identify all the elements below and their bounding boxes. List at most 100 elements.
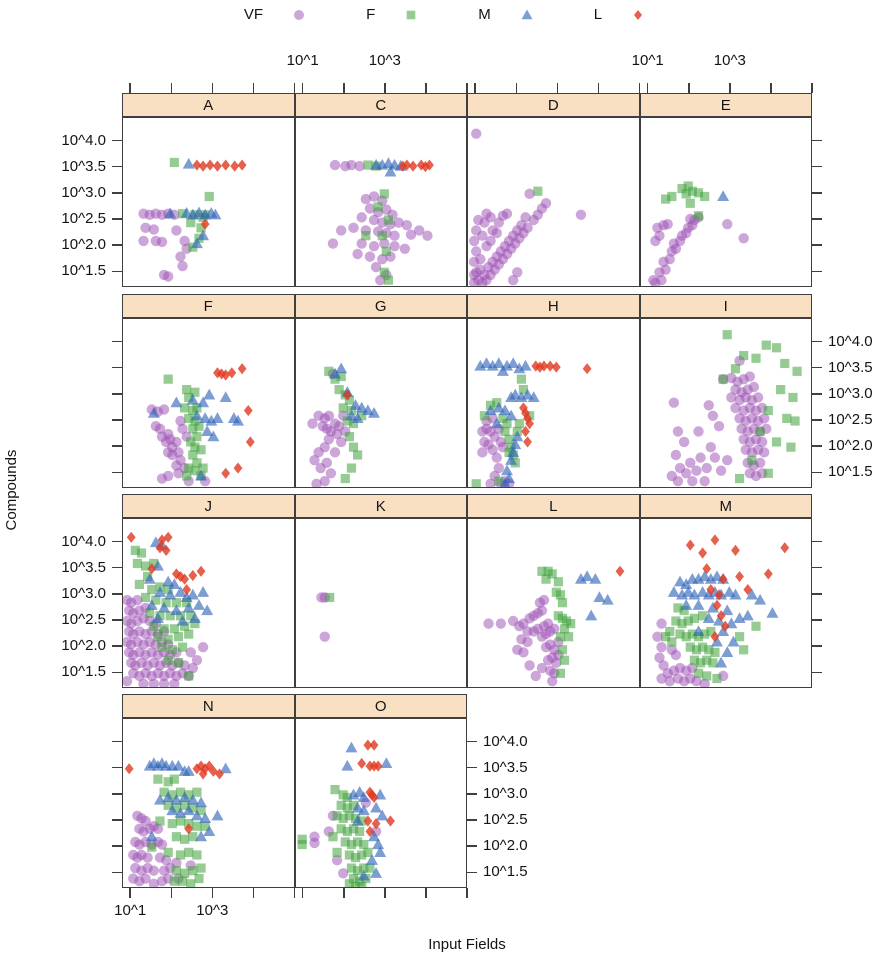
data-point-L [192, 159, 202, 171]
data-point-VF [148, 878, 160, 887]
panel-L-canvas [483, 565, 625, 687]
data-point-F [358, 839, 368, 850]
data-point-F [555, 668, 566, 678]
data-point-L [734, 570, 744, 583]
data-point-F [184, 790, 194, 800]
data-point-L [369, 791, 378, 804]
axis-tick [812, 593, 822, 595]
data-point-F [190, 619, 200, 629]
panel-K [294, 518, 467, 688]
data-point-VF [684, 213, 695, 225]
data-point-VF [329, 447, 340, 458]
data-point-L [198, 160, 208, 172]
data-point-VF [191, 655, 203, 666]
data-point-F [190, 416, 200, 426]
data-point-L [551, 361, 561, 373]
data-point-F [186, 879, 196, 887]
data-point-F [683, 616, 693, 626]
axis-tick [252, 83, 255, 93]
data-point-M [716, 625, 729, 637]
legend-label: M [478, 6, 491, 23]
data-point-F [192, 458, 202, 468]
y-axis-tick-label: 10^1.5 [61, 262, 106, 280]
data-point-F [336, 800, 346, 810]
data-point-VF [421, 230, 433, 241]
data-point-VF [546, 675, 558, 687]
data-point-VF [378, 238, 390, 249]
panel-O-canvas [297, 739, 395, 887]
data-point-F [564, 632, 574, 642]
data-point-F [350, 813, 360, 823]
circle-glyph [294, 9, 305, 20]
data-point-M [147, 406, 160, 418]
data-point-VF [399, 243, 410, 254]
data-point-F [153, 632, 163, 642]
data-point-M [207, 430, 220, 442]
data-point-M [369, 158, 382, 170]
legend: VF F M L [0, 6, 891, 23]
data-point-F [685, 198, 695, 208]
axis-tick [112, 445, 122, 447]
data-point-VF [647, 274, 659, 286]
data-point-VF [487, 444, 498, 455]
data-point-F [194, 873, 204, 884]
data-point-VF [323, 410, 334, 421]
data-point-M [505, 409, 518, 421]
y-axis-tick-label: 10^1.5 [483, 863, 528, 881]
data-point-L [779, 542, 789, 554]
data-point-M [211, 809, 224, 821]
data-point-L [742, 584, 752, 596]
data-point-M [186, 393, 199, 405]
data-point-VF [479, 269, 490, 281]
data-point-F [192, 432, 202, 442]
data-point-M [519, 359, 532, 371]
data-point-VF [325, 468, 336, 479]
data-point-F [791, 366, 802, 376]
data-point-VF [698, 678, 710, 687]
data-point-VF [331, 428, 342, 440]
data-point-VF [664, 675, 675, 687]
series-F [147, 774, 210, 887]
data-point-F [169, 157, 179, 168]
data-point-F [200, 821, 210, 831]
data-point-VF [356, 238, 367, 249]
panel-F-canvas [146, 363, 255, 487]
panel-A-canvas [138, 157, 247, 282]
data-point-VF [680, 468, 691, 479]
data-point-VF [655, 618, 667, 629]
data-point-L [519, 402, 528, 414]
series-L [342, 389, 352, 401]
data-point-VF [655, 673, 667, 684]
data-point-F [555, 632, 566, 642]
data-point-M [145, 599, 158, 610]
series-F [130, 545, 200, 681]
data-point-VF [651, 631, 663, 642]
axis-tick [112, 165, 122, 168]
axis-tick [112, 619, 122, 621]
data-point-VF [655, 274, 667, 286]
data-point-M [158, 601, 171, 613]
panel-C-canvas [327, 157, 434, 286]
data-point-M [484, 404, 497, 416]
data-point-VF [154, 423, 166, 435]
data-point-F [194, 421, 204, 431]
data-point-F [182, 471, 192, 481]
panel-strip-N: N [122, 694, 295, 718]
panel-C [294, 117, 467, 287]
data-point-F [738, 351, 748, 361]
data-point-VF [319, 631, 330, 642]
x-axis-tick-label: 10^3 [196, 902, 229, 919]
data-point-F [297, 834, 307, 844]
data-point-F [787, 392, 798, 403]
axis-tick [812, 192, 822, 194]
square-glyph [406, 10, 416, 19]
panel-H [467, 318, 640, 488]
data-point-L [192, 763, 202, 775]
axis-tick [466, 888, 468, 898]
axis-tick [812, 340, 822, 343]
data-point-F [383, 275, 393, 285]
panel-J-canvas [123, 531, 214, 687]
data-point-L [701, 563, 711, 575]
legend-item-M: M [478, 6, 536, 23]
data-point-VF [754, 457, 765, 469]
